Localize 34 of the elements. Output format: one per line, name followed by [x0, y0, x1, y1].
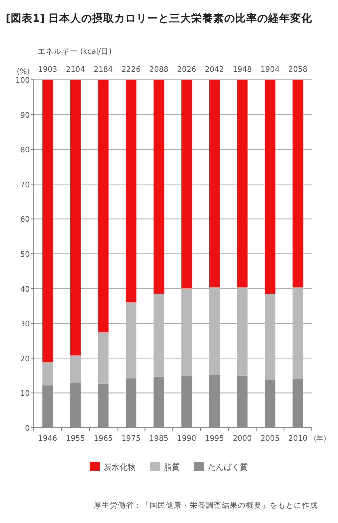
bar [70, 80, 81, 356]
bar [237, 376, 248, 428]
bar [154, 294, 164, 377]
bar [209, 80, 220, 288]
bar [154, 376, 164, 428]
bar [265, 80, 276, 294]
legend-label: 脂質 [164, 463, 180, 472]
chart-title: [図表1] 日本人の摂取カロリーと三大栄養素の比率の経年変化 [6, 12, 314, 25]
bar [209, 375, 220, 428]
legend-label: たんぱく質 [208, 463, 248, 472]
bar [98, 80, 109, 332]
legend-label: 炭水化物 [104, 463, 136, 472]
bar [292, 287, 304, 380]
bar [154, 80, 164, 294]
bar [237, 287, 248, 376]
bar [292, 80, 304, 288]
bar [182, 80, 192, 288]
bar [126, 378, 137, 428]
bar [70, 356, 81, 384]
bar [182, 288, 192, 376]
bar [292, 379, 304, 428]
bar [70, 383, 81, 428]
bar [98, 384, 109, 428]
bar [126, 302, 137, 379]
bar [237, 80, 248, 288]
bar [265, 294, 276, 380]
bar [42, 362, 54, 386]
bar [126, 80, 137, 302]
bar [42, 386, 54, 428]
bar [42, 80, 54, 362]
bar [182, 376, 192, 428]
bar [209, 287, 220, 376]
bar [265, 380, 276, 428]
bar [98, 332, 109, 384]
